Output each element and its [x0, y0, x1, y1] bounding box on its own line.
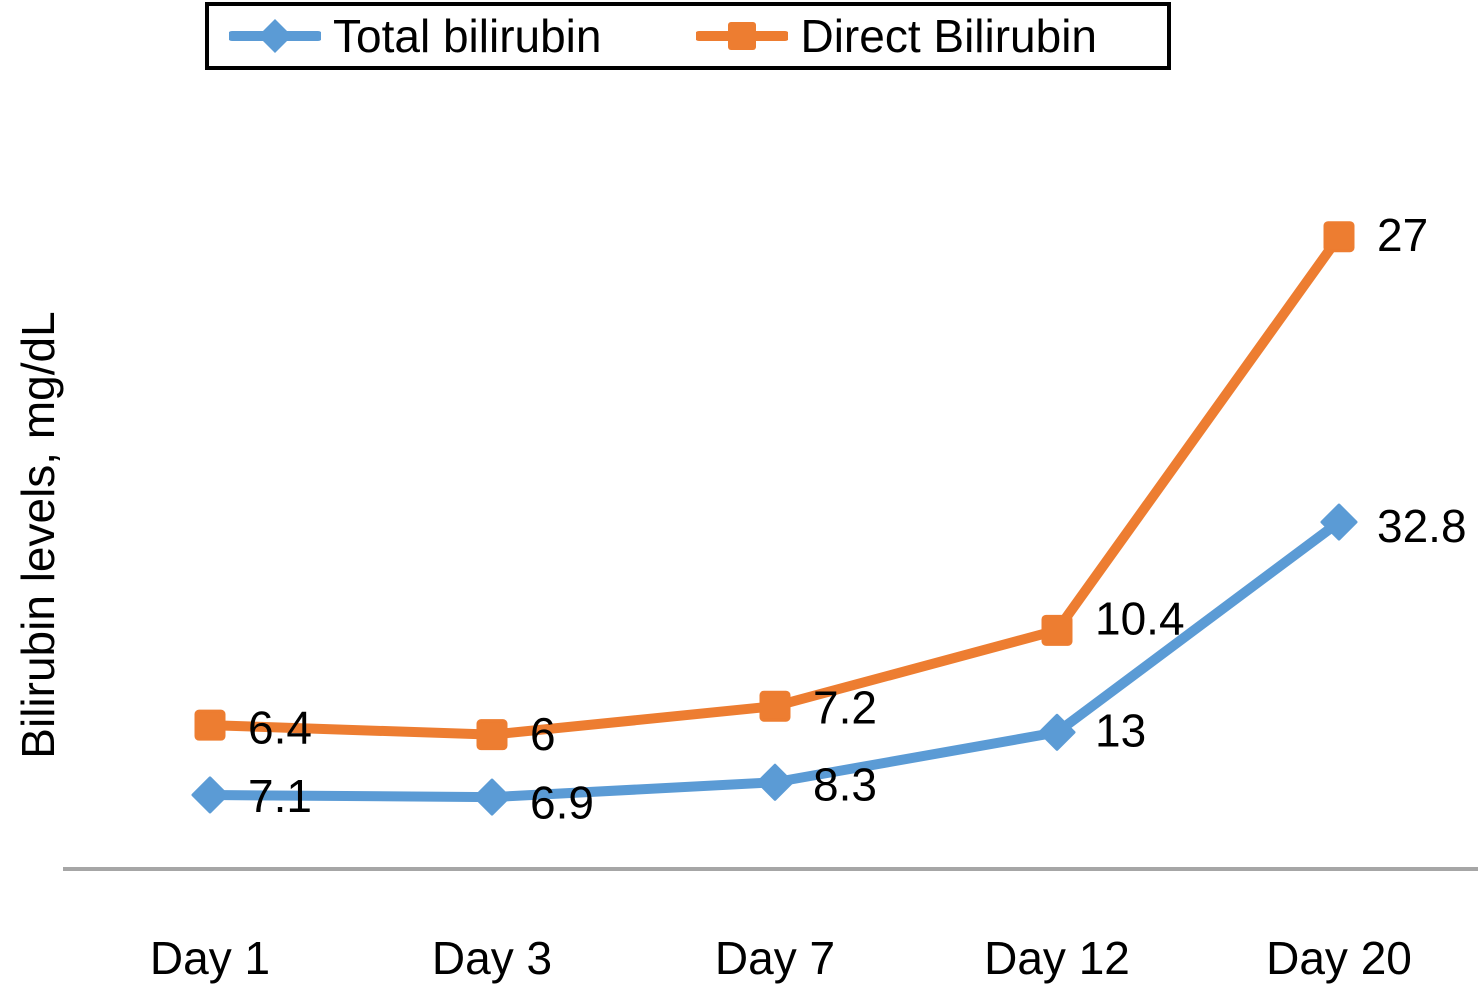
data-label-total-bilirubin: 7.1	[248, 770, 312, 822]
x-axis-label-day-20: Day 20	[1266, 932, 1412, 984]
data-label-direct-bilirubin: 10.4	[1095, 592, 1185, 644]
legend-label-direct-bilirubin: Direct Bilirubin	[800, 10, 1098, 62]
legend-item-total-bilirubin: Total bilirubin	[229, 13, 601, 59]
legend-item-direct-bilirubin: Direct Bilirubin	[696, 13, 1097, 59]
marker-diamond-total-bilirubin	[1038, 713, 1076, 751]
legend-label-total-bilirubin: Total bilirubin	[333, 10, 602, 62]
legend: Total bilirubin Direct Bilirubin	[205, 2, 1171, 70]
data-label-total-bilirubin: 6.9	[530, 776, 594, 828]
marker-square-direct-bilirubin	[1323, 221, 1355, 253]
marker-diamond-total-bilirubin	[756, 763, 794, 801]
total-bilirubin-line-diamond-icon	[229, 19, 321, 53]
marker-square-direct-bilirubin	[759, 690, 791, 722]
series-line-total-bilirubin	[205, 517, 1344, 803]
data-label-direct-bilirubin: 7.2	[813, 681, 877, 733]
marker-diamond-total-bilirubin	[191, 776, 229, 814]
marker-square-direct-bilirubin	[476, 719, 508, 751]
series-line-direct-bilirubin	[205, 231, 1344, 740]
x-axis-label-day-7: Day 7	[715, 932, 835, 984]
x-axis-label-day-12: Day 12	[984, 932, 1130, 984]
marker-diamond-total-bilirubin	[473, 778, 511, 816]
x-axis-label-day-3: Day 3	[432, 932, 552, 984]
marker-square-direct-bilirubin	[1041, 614, 1073, 646]
x-axis-label-day-1: Day 1	[150, 932, 270, 984]
data-label-total-bilirubin: 32.8	[1377, 500, 1467, 552]
marker-diamond-total-bilirubin	[1320, 503, 1358, 541]
data-label-direct-bilirubin: 6	[530, 708, 556, 760]
marker-square-direct-bilirubin	[194, 709, 226, 741]
data-label-total-bilirubin: 13	[1095, 704, 1146, 756]
data-label-direct-bilirubin: 6.4	[248, 701, 312, 753]
data-label-total-bilirubin: 8.3	[813, 758, 877, 810]
data-label-direct-bilirubin: 27	[1377, 209, 1428, 261]
direct-bilirubin-line-square-icon	[696, 22, 789, 50]
